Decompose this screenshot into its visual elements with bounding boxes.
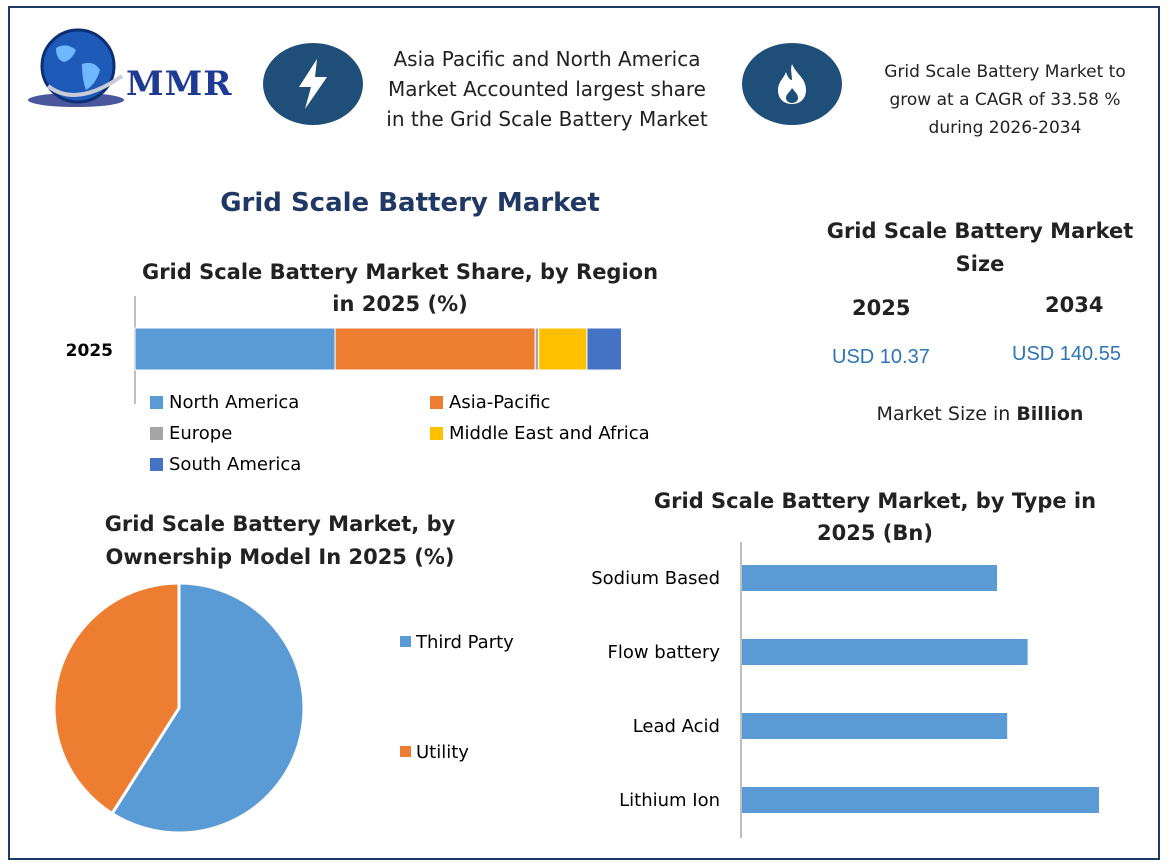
lightning-icon-badge xyxy=(263,43,363,125)
globe-icon xyxy=(28,28,124,107)
legend-label-asia-pacific: Asia-Pacific xyxy=(449,392,550,413)
region-bar-segment-middle-east-and-africa xyxy=(538,327,588,371)
pie-slice-third-party xyxy=(109,581,306,835)
legend-label-europe: Europe xyxy=(169,423,232,444)
market-size-title: Grid Scale Battery Market Size xyxy=(826,219,1134,276)
main-title: Grid Scale Battery Market xyxy=(220,188,600,218)
mmr-logo: MMR xyxy=(26,20,246,120)
region-chart-title: Grid Scale Battery Market Share, by Regi… xyxy=(141,260,659,316)
market-size-unit-note: Market Size in Billion xyxy=(840,403,1120,425)
infographic-frame: MMR Asia Pacific and North America Marke… xyxy=(8,6,1160,860)
legend-swatch-asia-pacific xyxy=(430,396,443,409)
legend-swatch-europe xyxy=(150,427,163,440)
header-info-regions: Asia Pacific and North America Market Ac… xyxy=(386,47,708,131)
type-bar-chart: Sodium Based Flow battery Lead Acid Lithium… xyxy=(591,542,1099,838)
market-size-year-2034: 2034 xyxy=(1045,293,1104,317)
flame-icon xyxy=(778,64,806,104)
region-category-label: 2025 xyxy=(66,341,113,361)
type-chart-title: Grid Scale Battery Market, by Type in 20… xyxy=(653,489,1097,545)
pie-slice-utility xyxy=(52,581,181,816)
type-category-label-lead-acid: Lead Acid xyxy=(633,716,720,737)
market-size-year-2025: 2025 xyxy=(852,296,911,320)
type-bar-flow-battery xyxy=(742,639,1028,665)
ownership-pie-chart: Third Party Utility xyxy=(52,581,514,835)
pie-legend-swatch-third-party xyxy=(400,636,411,647)
pie-legend-swatch-utility xyxy=(400,746,411,757)
region-bar-segment-south-america xyxy=(586,327,622,371)
type-category-label-lithium-ion: Lithium Ion xyxy=(619,790,720,811)
unit-note-bold: Billion xyxy=(1016,403,1084,425)
market-size-value-2025: USD 10.37 xyxy=(832,346,930,368)
pie-legend-label-third-party: Third Party xyxy=(415,632,514,653)
ownership-chart-title: Grid Scale Battery Market, by Ownership … xyxy=(104,512,456,569)
legend-label-middle-east-and-africa: Middle East and Africa xyxy=(449,423,650,444)
header-info-cagr: Grid Scale Battery Market to grow at a C… xyxy=(884,62,1126,138)
flame-icon-badge xyxy=(742,43,842,125)
type-category-label-sodium-based: Sodium Based xyxy=(591,568,720,589)
legend-swatch-south-america xyxy=(150,458,163,471)
legend-swatch-middle-east-and-africa xyxy=(430,427,443,440)
legend-label-south-america: South America xyxy=(169,454,301,475)
type-bar-lead-acid xyxy=(742,713,1008,739)
market-size-value-2034: USD 140.55 xyxy=(1012,343,1121,365)
region-bar-segment-asia-pacific xyxy=(334,327,536,371)
type-bar-lithium-ion xyxy=(742,787,1099,813)
legend-label-north-america: North America xyxy=(169,392,299,413)
region-bar-segment-north-america xyxy=(134,327,336,371)
region-stacked-bar-chart: 2025 North America Asia-Pacific Europe Middl… xyxy=(66,296,650,475)
legend-swatch-north-america xyxy=(150,396,163,409)
type-category-label-flow-battery: Flow battery xyxy=(607,642,720,663)
region-bar-segment-europe xyxy=(534,327,540,371)
unit-note-prefix: Market Size in xyxy=(876,403,1011,425)
logo-text: MMR xyxy=(126,64,233,104)
lightning-icon xyxy=(299,59,327,109)
pie-legend-label-utility: Utility xyxy=(416,742,469,763)
type-bar-sodium-based xyxy=(742,565,997,591)
